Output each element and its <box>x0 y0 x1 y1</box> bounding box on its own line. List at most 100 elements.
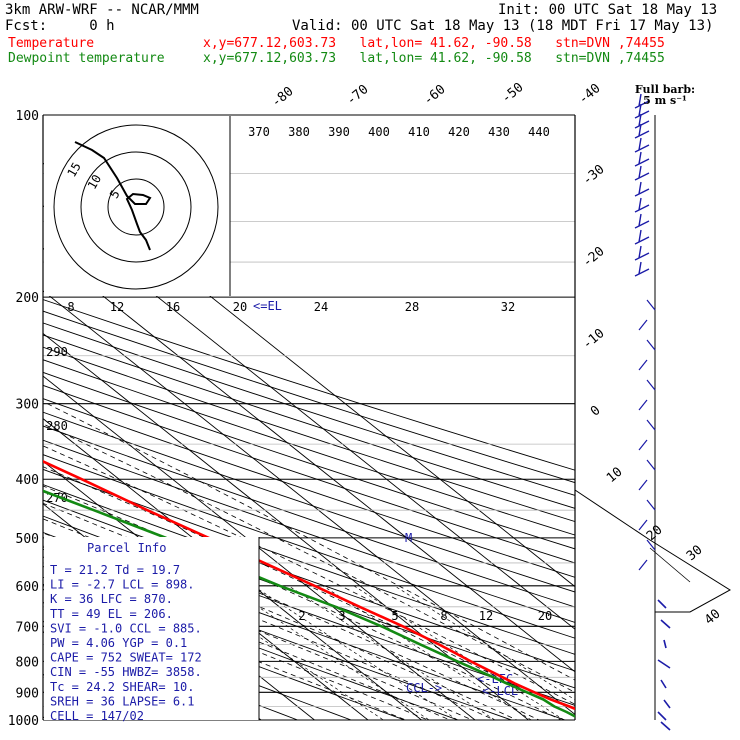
wind-barb <box>663 639 667 649</box>
parcel-info-title: Parcel Info <box>87 541 166 555</box>
pressure-label: 400 <box>16 473 39 488</box>
isotherm-line <box>43 290 575 716</box>
valid-time: Valid: 00 UTC Sat 18 May 13 (18 MDT Fri … <box>292 18 714 34</box>
wind-barb <box>638 479 648 491</box>
isotherm-line <box>43 247 575 673</box>
pressure-label: 800 <box>16 655 39 670</box>
temperature-location: x,y=677.12,603.73 lat,lon= 41.62, -90.58… <box>203 36 665 51</box>
mixing-ratio-label: 8 <box>440 609 447 623</box>
mixing-ratio-line <box>322 585 532 720</box>
isotherm-label: -70 <box>344 82 372 109</box>
mixing-ratio-line <box>253 585 459 720</box>
wind-barb <box>634 229 650 245</box>
parcel-info-row: PW = 4.06 YGP = 0.1 <box>50 636 187 650</box>
isotherm-label: -30 <box>580 162 608 189</box>
model-title: 3km ARW-WRF -- NCAR/MMM <box>5 2 199 18</box>
wind-barb <box>663 699 671 709</box>
dry-adiabat-line <box>43 310 575 484</box>
dry-adiabat-line <box>43 322 575 496</box>
mixing-ratio-label: 3 <box>338 609 345 623</box>
pressure-label: 300 <box>16 398 39 413</box>
dry-adiabat-line <box>43 411 575 593</box>
dry-adiabat-line <box>43 439 575 623</box>
parcel-info-row: LI = -2.7 LCL = 898. <box>50 578 195 592</box>
pressure-label: 100 <box>16 109 39 124</box>
dry-adiabat-line <box>43 583 406 720</box>
hodo-speed-label: 8 <box>67 300 74 314</box>
wind-barb <box>634 137 650 153</box>
dewpoint-location: x,y=677.12,603.73 lat,lon= 41.62, -90.58… <box>203 51 665 66</box>
pressure-label: 900 <box>16 686 39 701</box>
side-panel-line <box>574 489 731 613</box>
isotherm-label: 0 <box>588 403 604 420</box>
isotherm-label: -40 <box>576 81 604 108</box>
mixing-ratio-label: 12 <box>479 609 493 623</box>
side-panel-line <box>649 547 691 583</box>
wind-barb <box>634 93 650 109</box>
hodograph-ring <box>80 151 192 263</box>
theta-label: 370 <box>248 125 270 139</box>
theta-label: 430 <box>488 125 510 139</box>
isotherm-label: -50 <box>499 80 527 107</box>
parcel-info-row: CIN = -55 HWBZ= 3858. <box>50 665 202 679</box>
isotherm-label: -10 <box>580 326 608 353</box>
wind-barb <box>634 181 650 197</box>
dry-adiabat-line <box>43 601 353 720</box>
theta-label: 400 <box>368 125 390 139</box>
mixing-ratio-label: 20 <box>538 609 552 623</box>
wind-barb <box>634 261 650 277</box>
pressure-label: 500 <box>16 532 39 547</box>
mixing-ratio-line <box>226 585 430 720</box>
wind-barb <box>646 499 656 511</box>
moist-adiabat-line <box>43 423 575 693</box>
parcel-info-row: SREH = 36 LAPSE= 6.1 <box>50 694 195 708</box>
dry-adiabat-line <box>43 468 575 655</box>
wind-barb <box>634 245 650 261</box>
pressure-label: 600 <box>16 580 39 595</box>
hodo-speed-label: 20 <box>233 300 247 314</box>
wind-barb <box>646 339 656 351</box>
moist-adiabat-line <box>43 401 575 681</box>
hodo-speed-label: 24 <box>314 300 328 314</box>
hodograph-ring-label: 15 <box>64 160 83 180</box>
dry-adiabat-line <box>43 346 575 523</box>
parcel-info-panel <box>44 537 259 720</box>
m-label: M <box>405 531 412 545</box>
theta-label: 390 <box>328 125 350 139</box>
hodograph-trace <box>74 141 152 251</box>
mixing-ratio-line <box>353 585 565 720</box>
wind-barb <box>638 399 648 411</box>
wind-barb <box>646 419 656 431</box>
wind-legend-units: 5 m s⁻¹ <box>643 94 687 107</box>
isotherm-label: -20 <box>580 244 608 271</box>
theta-label: 410 <box>408 125 430 139</box>
wind-barb <box>634 123 650 139</box>
theta-label: 440 <box>528 125 550 139</box>
dry-adiabat-line <box>43 299 575 471</box>
dry-adiabat-line <box>43 359 575 536</box>
wind-barb <box>660 619 671 629</box>
wind-barb <box>634 113 650 129</box>
hodograph-background <box>44 116 230 296</box>
pressure-label: 700 <box>16 620 39 635</box>
temperature-legend: Temperature <box>8 36 95 51</box>
parcel-info-row: CELL = 147/02 <box>50 709 144 723</box>
isotherm-label: 10 <box>604 465 626 487</box>
wind-barb <box>634 197 650 213</box>
mixing-ratio-label: 5 <box>391 609 398 623</box>
isotherm-label: 40 <box>702 607 724 629</box>
mixing-ratio-label: 2 <box>298 609 305 623</box>
wind-barb <box>657 659 671 669</box>
init-time: Init: 00 UTC Sat 18 May 13 <box>498 2 718 18</box>
moist-adiabat-line <box>43 532 496 720</box>
hodograph-ring <box>53 124 219 290</box>
wind-barb <box>646 299 656 311</box>
wind-barb <box>660 721 671 731</box>
pressure-label: 200 <box>16 291 39 306</box>
hodo-speed-label: 12 <box>110 300 124 314</box>
wind-barb <box>638 559 648 571</box>
isotherm-line <box>43 418 422 720</box>
wind-barb <box>638 519 648 531</box>
parcel-info-row: K = 36 LFC = 870. <box>50 592 173 606</box>
